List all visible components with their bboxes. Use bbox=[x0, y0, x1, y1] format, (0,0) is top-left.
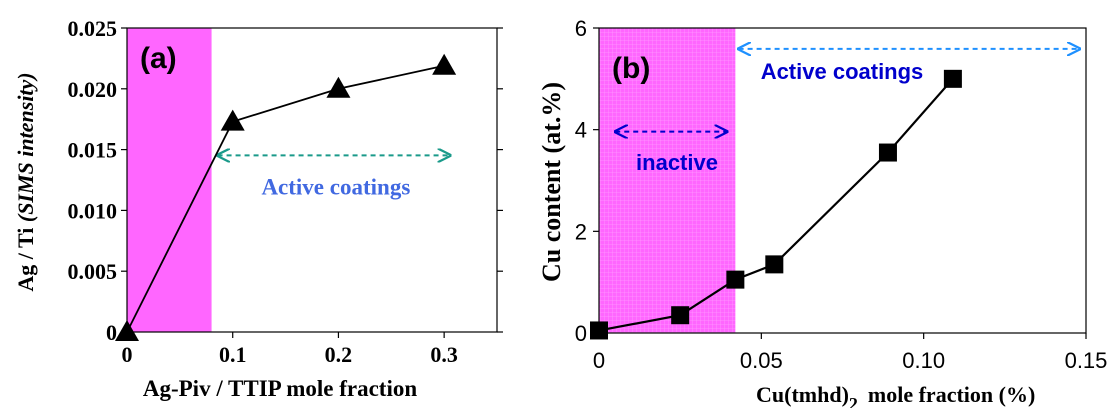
panel-a-ticks bbox=[121, 27, 503, 338]
panel-b-y-tick-label: 6 bbox=[575, 16, 587, 41]
panel-a-x-axis-label: Ag-Piv / TTIP mole fraction bbox=[143, 376, 417, 401]
panel-b-x-axis-label: Cu(tmhd)2 mole fraction (%) bbox=[756, 382, 1035, 408]
panel-a-y-tick-label: 0.015 bbox=[68, 138, 118, 163]
panel-a-data-point bbox=[115, 320, 139, 341]
panel-a: Active coatings (a) 0 0.005 0.010 0.015 0.02… bbox=[13, 16, 503, 401]
panel-b-x-axis-label-main: Cu(tmhd) bbox=[756, 382, 849, 407]
panel-a-data-point bbox=[220, 109, 245, 131]
panel-b-data-point bbox=[726, 270, 745, 289]
panel-a-y-tick-label: 0.020 bbox=[68, 77, 118, 102]
panel-a-y-axis-label-prefix: Ag / Ti bbox=[13, 222, 38, 292]
panel-b-plot-frame bbox=[598, 27, 1087, 334]
panel-b-y-tick-labels: 0 2 4 6 bbox=[575, 16, 587, 346]
panel-a-data-point bbox=[326, 76, 351, 98]
panel-a-y-tick-label: 0 bbox=[106, 320, 117, 345]
panel-b-shaded-region bbox=[599, 28, 736, 333]
panel-b-data-point bbox=[671, 306, 690, 325]
panel-a-y-tick-label: 0.005 bbox=[68, 259, 118, 284]
panel-a-data-point bbox=[432, 53, 457, 75]
panel-b-x-axis-label-rest: mole fraction (%) bbox=[868, 382, 1035, 407]
panel-a-x-tick-labels: 0 0.1 0.2 0.3 bbox=[122, 342, 458, 367]
panel-b-y-tick-label: 0 bbox=[575, 321, 587, 346]
panel-a-markers bbox=[115, 53, 457, 341]
panel-b-x-tick-labels: 0 0.05 0.10 0.15 bbox=[593, 348, 1108, 373]
panel-b-data-point bbox=[590, 321, 608, 340]
panel-b-x-tick-label: 0.10 bbox=[902, 348, 945, 373]
panel-b-active-label: Active coatings bbox=[761, 59, 924, 84]
panel-b-x-tick-label: 0.05 bbox=[740, 348, 783, 373]
panel-b-data-point bbox=[878, 143, 897, 162]
panel-b-series-line bbox=[598, 78, 954, 332]
panel-a-y-axis-label: Ag / Ti (SIMS intensity) bbox=[13, 72, 38, 291]
panel-b-x-axis-label-sub: 2 bbox=[849, 394, 858, 408]
panel-a-shaded-region bbox=[127, 28, 212, 332]
panel-b-y-axis-label: Cu content (at.%) bbox=[537, 82, 566, 282]
panel-a-x-tick-label: 0.3 bbox=[430, 342, 458, 367]
panel-b-x-tick-label: 0.15 bbox=[1065, 348, 1108, 373]
panel-a-label: (a) bbox=[140, 42, 177, 75]
panel-a-active-label: Active coatings bbox=[261, 174, 410, 199]
panel-a-x-tick-label: 0.2 bbox=[325, 342, 353, 367]
panel-b-y-tick-label: 2 bbox=[575, 219, 587, 244]
panel-b-label: (b) bbox=[612, 52, 650, 85]
panel-b-data-point bbox=[943, 69, 962, 88]
panel-b-x-tick-label: 0 bbox=[593, 348, 605, 373]
panel-a-y-axis-label-italic: (SIMS intensity) bbox=[13, 72, 38, 222]
panel-a-y-tick-label: 0.025 bbox=[68, 16, 118, 41]
panel-b-y-tick-label: 4 bbox=[575, 118, 587, 143]
panel-b-data-point bbox=[765, 255, 784, 274]
panel-b-inactive-label: inactive bbox=[636, 150, 718, 175]
panel-a-series-line bbox=[126, 64, 445, 333]
panel-a-y-tick-label: 0.010 bbox=[68, 198, 118, 223]
panel-a-x-tick-label: 0.1 bbox=[219, 342, 247, 367]
panel-b-markers bbox=[590, 69, 962, 340]
panel-a-y-tick-labels: 0 0.005 0.010 0.015 0.020 0.025 bbox=[68, 16, 118, 345]
panel-a-plot-frame bbox=[126, 27, 498, 333]
panel-a-x-tick-label: 0 bbox=[122, 342, 133, 367]
